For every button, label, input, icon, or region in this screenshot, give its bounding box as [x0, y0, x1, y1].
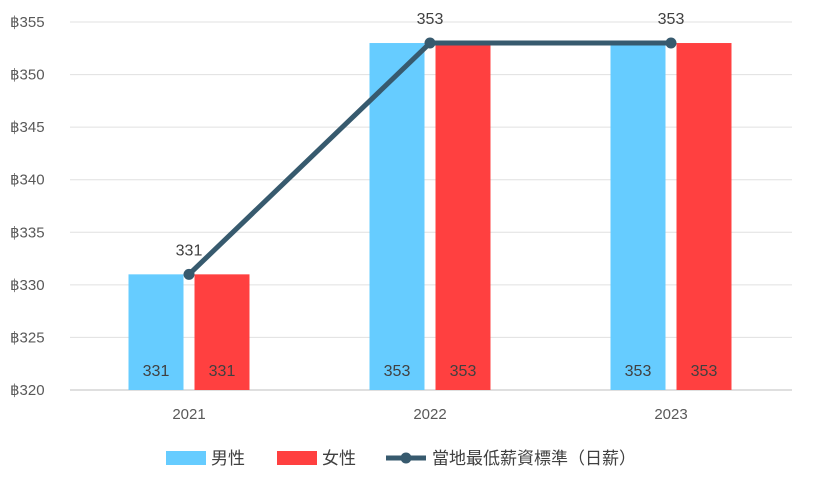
y-tick-label: ฿345 — [10, 119, 45, 136]
line-data-label: 353 — [417, 11, 444, 28]
bar-data-labels: 331 353 353 331 353 353 — [143, 363, 718, 380]
y-tick-label: ฿330 — [10, 277, 45, 294]
line-point-2023 — [665, 37, 677, 49]
bar-male-2021 — [128, 274, 184, 390]
legend-label-female: 女性 — [322, 449, 356, 469]
y-tick-label: ฿335 — [10, 224, 45, 241]
legend-marker-line — [400, 452, 412, 464]
legend-swatch-male — [166, 451, 206, 465]
x-category-label: 2022 — [413, 406, 446, 423]
bar-data-label: 353 — [691, 363, 718, 380]
bar-data-label: 331 — [209, 363, 236, 380]
line-data-labels: 331 353 353 — [176, 11, 685, 259]
line-point-2022 — [424, 37, 436, 49]
line-series — [183, 37, 677, 280]
x-category-label: 2021 — [172, 406, 205, 423]
legend-swatch-female — [277, 451, 317, 465]
y-tick-label: ฿325 — [10, 329, 45, 346]
legend-label-male: 男性 — [211, 449, 245, 469]
line-data-label: 353 — [658, 11, 685, 28]
y-tick-label: ฿340 — [10, 172, 45, 189]
legend: 男性 女性 當地最低薪資標準（日薪） — [166, 449, 636, 469]
y-tick-label: ฿350 — [10, 67, 45, 84]
bar-data-label: 331 — [143, 363, 170, 380]
y-axis-tick-labels: ฿320 ฿325 ฿330 ฿335 ฿340 ฿345 ฿350 ฿355 — [10, 14, 45, 399]
bar-data-label: 353 — [384, 363, 411, 380]
x-axis-category-labels: 2021 2022 2023 — [172, 406, 687, 423]
bar-male-2023 — [610, 43, 666, 391]
bar-female-2021 — [194, 274, 250, 390]
y-tick-label: ฿355 — [10, 14, 45, 31]
line-point-2021 — [183, 268, 195, 280]
line-data-label: 331 — [176, 242, 203, 259]
bar-data-label: 353 — [450, 363, 477, 380]
bars — [128, 43, 732, 391]
x-category-label: 2023 — [654, 406, 687, 423]
bar-female-2023 — [676, 43, 732, 391]
bar-data-label: 353 — [625, 363, 652, 380]
line-path — [186, 40, 674, 277]
bar-female-2022 — [435, 43, 491, 391]
bar-male-2022 — [369, 43, 425, 391]
legend-label-line: 當地最低薪資標準（日薪） — [432, 449, 636, 469]
y-tick-label: ฿320 — [10, 382, 45, 399]
gridlines — [70, 21, 792, 391]
